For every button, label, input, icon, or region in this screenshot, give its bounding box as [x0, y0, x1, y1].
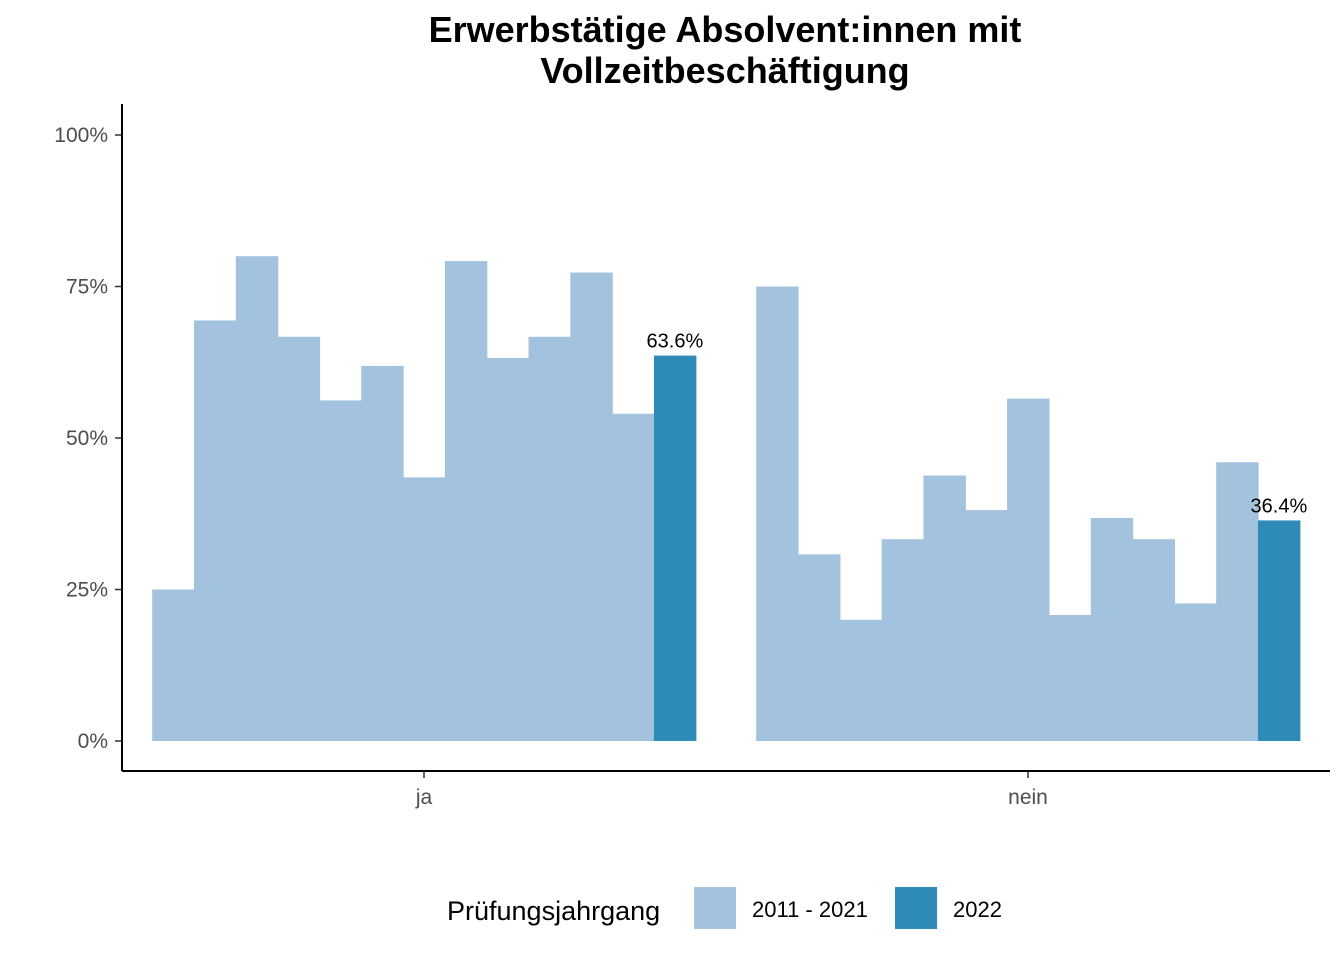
bar-ja-series0-10	[570, 272, 613, 741]
data-label-ja: 63.6%	[647, 331, 704, 353]
bar-nein-series0-6	[1007, 398, 1050, 741]
bar-nein-series1-0	[1257, 520, 1301, 741]
bar-ja-series1-0	[653, 355, 697, 741]
legend-label-2011-2021: 2011 - 2021	[752, 897, 868, 922]
x-tick-label-nein: nein	[1008, 786, 1048, 809]
data-label-nein: 36.4%	[1251, 495, 1308, 517]
bar-ja-series0-1	[194, 320, 237, 741]
bar-nein-series0-10	[1174, 603, 1217, 741]
bar-ja-series0-3	[277, 336, 321, 741]
x-tick-label-ja: ja	[415, 786, 433, 809]
bar-nein-series0-5	[965, 510, 1008, 741]
bar-ja-series0-8	[486, 358, 530, 741]
axes-layer: ja nein 0% 25% 50% 75% 100%	[54, 104, 1330, 809]
y-tick-label-4: 100%	[54, 124, 108, 147]
bar-nein-series0-9	[1132, 539, 1175, 741]
legend-label-2022: 2022	[953, 897, 1002, 922]
legend-swatch-2011-2021	[694, 887, 736, 929]
bar-nein-series0-0	[756, 286, 799, 741]
bar-ja-series0-9	[528, 336, 571, 741]
bar-ja-series0-6	[403, 477, 446, 741]
bar-nein-series0-1	[798, 554, 841, 741]
chart-title-line-2: Vollzeitbeschäftigung	[540, 50, 909, 91]
y-tick-label-2: 50%	[66, 427, 108, 450]
bar-ja-series0-4	[319, 400, 362, 741]
bar-ja-series0-2	[235, 256, 279, 741]
bar-nein-series0-8	[1090, 517, 1134, 741]
bar-nein-series0-7	[1048, 614, 1092, 741]
y-tick-label-3: 75%	[66, 276, 108, 299]
bar-nein-series0-2	[839, 619, 883, 741]
y-tick-label-0: 0%	[78, 730, 108, 753]
bar-ja-series0-7	[444, 261, 488, 741]
legend-swatch-2022	[895, 887, 937, 929]
y-tick-label-1: 25%	[66, 579, 108, 602]
bar-nein-series0-11	[1216, 462, 1259, 741]
legend: Prüfungsjahrgang 2011 - 2021 2022	[447, 887, 1002, 929]
bar-ja-series0-5	[361, 365, 404, 741]
bar-ja-series0-0	[152, 589, 195, 741]
bar-nein-series0-3	[881, 539, 925, 741]
legend-title: Prüfungsjahrgang	[447, 896, 660, 926]
bars-layer	[152, 256, 1301, 741]
data-labels-layer: 63.6% 36.4%	[647, 331, 1308, 518]
bar-nein-series0-4	[923, 475, 966, 741]
bar-ja-series0-11	[612, 413, 655, 741]
chart-title-line-1: Erwerbstätige Absolvent:innen mit	[429, 9, 1022, 50]
